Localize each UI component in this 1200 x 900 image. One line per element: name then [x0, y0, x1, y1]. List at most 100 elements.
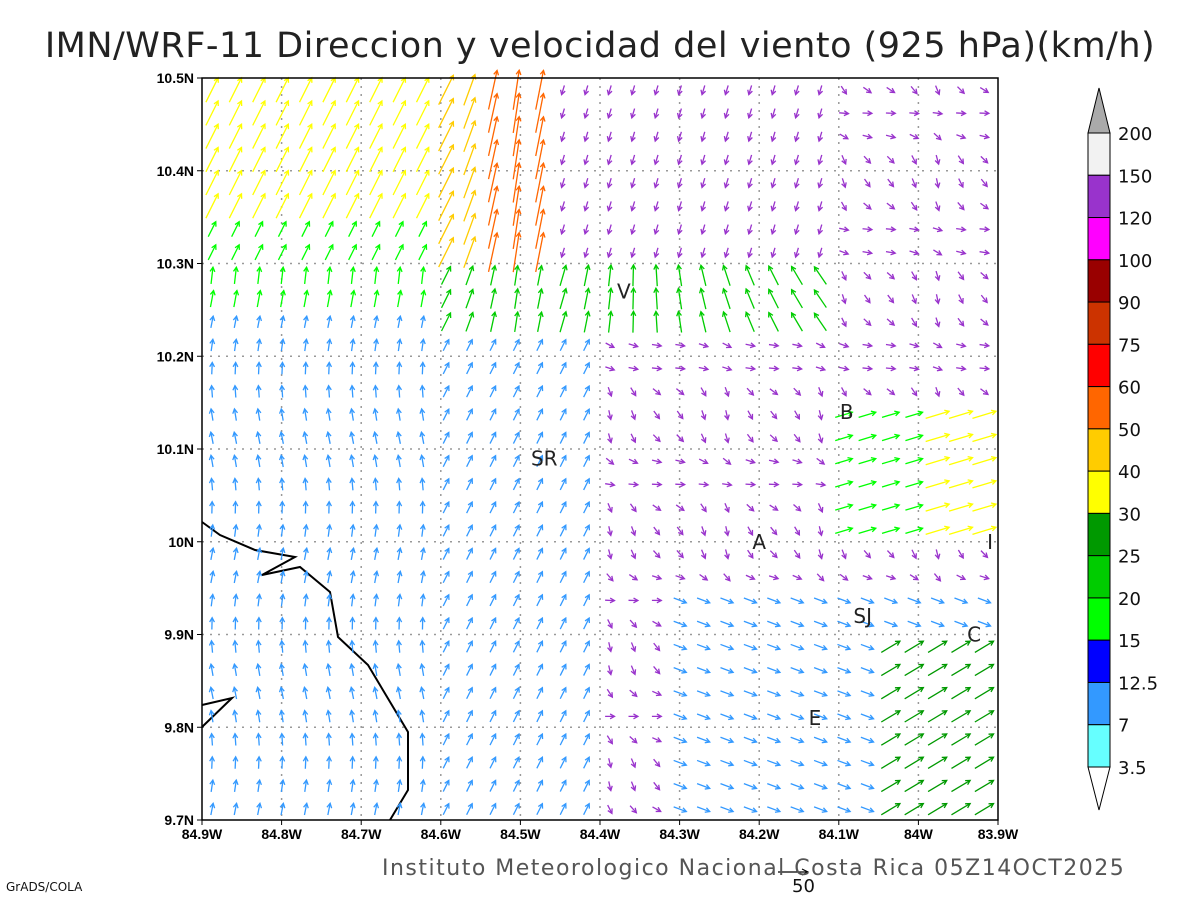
wind-arrow — [720, 736, 735, 744]
wind-arrow — [720, 759, 735, 767]
wind-arrow — [767, 690, 782, 697]
wind-arrow — [605, 457, 615, 466]
wind-arrow — [817, 410, 824, 421]
wind-arrow — [700, 526, 707, 537]
wind-arrow — [768, 574, 780, 581]
wind-arrow — [256, 778, 262, 792]
wind-arrow — [910, 201, 918, 211]
wind-arrow — [651, 597, 663, 604]
wind-arrow — [934, 178, 941, 189]
wind-arrow — [396, 337, 403, 352]
wind-arrow — [302, 384, 309, 398]
wind-arrow — [723, 224, 730, 236]
lon-tick-label: 84.2W — [739, 826, 780, 842]
wind-arrow — [302, 430, 309, 444]
wind-arrow — [974, 640, 995, 653]
wind-arrow — [372, 616, 379, 630]
wind-arrow — [934, 154, 941, 166]
wind-arrow — [722, 457, 732, 465]
wind-arrow — [466, 686, 474, 700]
wind-arrow — [583, 640, 591, 653]
wind-arrow — [535, 92, 546, 133]
wind-arrow — [880, 756, 902, 769]
wind-arrow — [793, 549, 801, 559]
wind-arrow — [536, 756, 544, 769]
wind-arrow — [720, 597, 735, 605]
wind-arrow — [927, 733, 948, 746]
wind-arrow — [904, 756, 925, 769]
wind-arrow — [303, 570, 309, 584]
wind-arrow — [860, 759, 875, 767]
wind-arrow — [768, 264, 779, 286]
wind-arrow — [885, 133, 897, 140]
wind-arrow — [606, 224, 613, 236]
wind-arrow — [700, 503, 707, 513]
wind-arrow — [790, 597, 805, 605]
colorbar-box — [1087, 428, 1111, 472]
wind-arrow — [630, 224, 636, 236]
wind-arrow — [948, 525, 974, 535]
wind-arrow — [466, 431, 474, 444]
wind-arrow — [652, 434, 661, 443]
wind-arrow — [880, 686, 902, 700]
wind-arrow — [698, 342, 710, 349]
wind-arrow — [653, 263, 660, 287]
wind-arrow — [535, 185, 546, 226]
wind-arrow — [559, 384, 567, 398]
wind-arrow — [911, 271, 918, 281]
wind-arrow — [583, 686, 591, 700]
wind-arrow — [279, 477, 285, 491]
wind-arrow — [743, 690, 758, 697]
wind-arrow — [349, 265, 356, 285]
lat-tick-label: 10.4N — [157, 163, 194, 179]
lon-tick-label: 84.7W — [341, 826, 382, 842]
wind-arrow — [698, 481, 710, 488]
wind-arrow — [302, 361, 309, 375]
wind-arrow — [817, 85, 824, 96]
wind-arrow — [559, 264, 568, 286]
wind-arrow — [790, 713, 805, 721]
wind-arrow — [911, 178, 917, 189]
wind-arrow — [675, 574, 686, 581]
wind-arrow — [205, 192, 219, 219]
wind-arrow — [442, 547, 450, 560]
wind-arrow — [396, 778, 403, 792]
wind-arrow — [743, 759, 758, 767]
wind-arrow — [880, 640, 902, 653]
wind-arrow — [324, 220, 334, 238]
wind-arrow — [630, 549, 637, 560]
wind-arrow — [957, 317, 965, 327]
wind-arrow — [254, 220, 264, 238]
wind-arrow — [840, 85, 848, 96]
wind-arrow — [909, 574, 920, 581]
wind-arrow — [886, 86, 896, 94]
wind-arrow — [904, 802, 925, 816]
wind-arrow — [839, 110, 850, 117]
wind-arrow — [817, 131, 824, 143]
wind-arrow — [489, 709, 497, 723]
wind-arrow — [925, 502, 951, 512]
wind-arrow — [438, 213, 455, 245]
wind-arrow — [747, 410, 754, 421]
wind-arrow — [673, 690, 688, 697]
wind-arrow — [606, 688, 614, 699]
wind-arrow — [676, 526, 684, 536]
wind-arrow — [372, 407, 379, 421]
wind-arrow — [279, 523, 286, 537]
wind-arrow — [303, 265, 310, 285]
wind-arrow — [606, 177, 613, 189]
wind-arrow — [792, 458, 803, 465]
wind-arrow — [255, 639, 262, 653]
wind-arrow — [371, 243, 381, 261]
wind-arrow — [512, 593, 520, 607]
wind-arrow — [419, 523, 426, 537]
wind-arrow — [886, 388, 896, 396]
wind-arrow — [559, 686, 567, 700]
wind-arrow — [207, 220, 217, 238]
wind-arrow — [349, 407, 356, 421]
wind-arrow — [790, 806, 805, 813]
wind-arrow — [325, 686, 332, 700]
wind-arrow — [325, 639, 332, 653]
wind-arrow — [419, 755, 426, 769]
wind-arrow — [348, 243, 357, 261]
